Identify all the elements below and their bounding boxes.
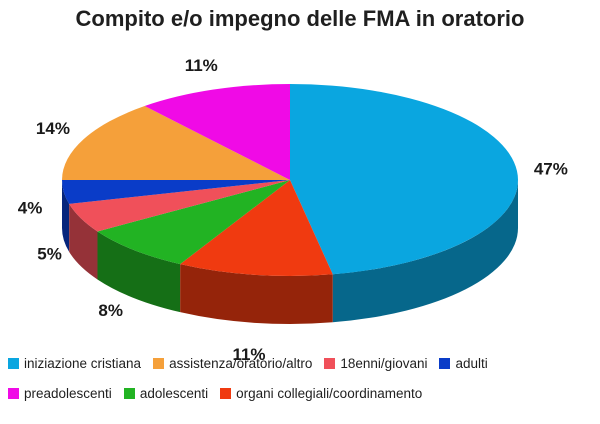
data-label: 11% — [232, 345, 265, 364]
legend-swatch — [220, 388, 232, 399]
legend-label: adulti — [455, 356, 488, 371]
legend-row: iniziazione cristiana assistenza/oratorio… — [8, 356, 500, 371]
data-label: 8% — [98, 301, 123, 320]
pie-slice-side — [332, 180, 518, 323]
data-label: 47% — [534, 160, 568, 179]
legend-row: preadolescenti adolescenti organi collegia… — [8, 386, 434, 401]
legend-label: organi collegiali/coordinamento — [236, 386, 423, 401]
data-label: 4% — [18, 198, 43, 217]
legend-item: adulti — [439, 356, 488, 371]
pie-slice-side — [62, 180, 70, 252]
pie-slice-side — [180, 264, 333, 324]
legend-label: preadolescenti — [24, 386, 112, 401]
legend-item: organi collegiali/coordinamento — [220, 386, 422, 401]
legend-swatch — [153, 358, 165, 369]
pie-slice — [144, 84, 290, 180]
pie-slice — [62, 106, 290, 180]
pie-slice — [290, 84, 519, 275]
pie-slice — [69, 180, 290, 232]
legend-label: assistenza/oratorio/altro — [169, 356, 313, 371]
legend-item: adolescenti — [123, 386, 209, 401]
legend-swatch — [439, 358, 451, 369]
data-label: 5% — [37, 245, 62, 264]
legend-item: preadolescenti — [8, 386, 112, 401]
legend-item: assistenza/oratorio/altro — [153, 356, 312, 371]
legend-swatch — [8, 358, 19, 369]
pie-slice-side — [69, 203, 98, 280]
legend-label: adolescenti — [139, 386, 209, 401]
legend-swatch — [123, 388, 135, 399]
legend-swatch — [324, 358, 336, 369]
data-label: 14% — [36, 119, 70, 138]
pie-slice — [62, 180, 290, 204]
data-label: 11% — [185, 56, 218, 75]
pie-slice-side — [97, 231, 181, 313]
legend-label: 18enni/giovani — [340, 356, 428, 371]
pie-slice — [97, 180, 291, 265]
chart-title: Compito e/o impegno delle FMA in oratori… — [75, 6, 525, 31]
legend-item: 18enni/giovani — [324, 356, 427, 371]
pie-slice — [180, 180, 333, 277]
legend-item: iniziazione cristiana — [8, 356, 141, 371]
legend-swatch — [8, 388, 19, 399]
legend-label: iniziazione cristiana — [24, 356, 142, 371]
